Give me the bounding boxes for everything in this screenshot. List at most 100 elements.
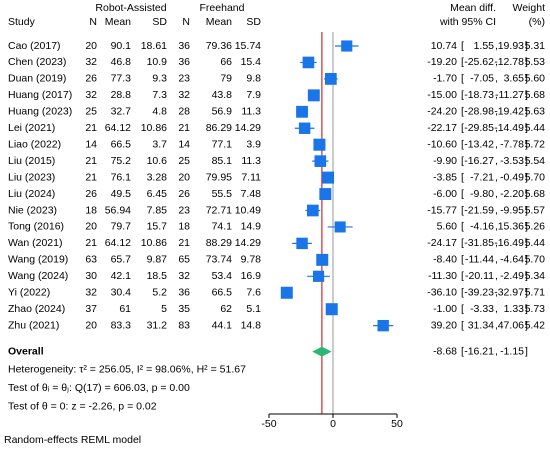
effect-marker	[280, 286, 293, 299]
bracket: ,	[495, 89, 498, 101]
robot-cell: 3.7	[152, 138, 167, 150]
column-header: N	[182, 16, 190, 28]
bracket: ,	[495, 221, 498, 233]
robot-cell: 42.1	[111, 270, 132, 282]
study-name: Huang (2017)	[8, 89, 72, 101]
robot-cell: 10.9	[147, 56, 168, 68]
bracket: ,	[495, 270, 498, 282]
study-name: Liu (2024)	[8, 188, 55, 200]
robot-cell: 18	[85, 204, 97, 216]
robot-cell: 3.28	[147, 171, 168, 183]
study-name: Liu (2023)	[8, 171, 55, 183]
robot-cell: 7.3	[152, 89, 167, 101]
robot-cell: 32	[85, 89, 97, 101]
robot-cell: 79.7	[111, 221, 132, 233]
bracket: ,	[495, 40, 498, 52]
freehand-cell: 83	[178, 319, 190, 331]
row-ci-low: -7.05	[470, 73, 494, 85]
bracket: ]	[525, 56, 528, 68]
weight: 5.60	[525, 73, 546, 85]
robot-cell: 10.6	[147, 155, 168, 167]
bracket: ]	[525, 270, 528, 282]
freehand-cell: 9.78	[241, 254, 262, 266]
row-md: -3.85	[433, 171, 457, 183]
row-ci-high: -4.64	[500, 254, 524, 266]
robot-cell: 10.86	[141, 122, 167, 134]
study-name: Wang (2019)	[8, 254, 68, 266]
bracket: ,	[495, 345, 498, 357]
robot-cell: 21	[85, 171, 97, 183]
effect-marker	[334, 221, 346, 233]
column-header: SD	[152, 16, 167, 28]
effect-marker	[298, 122, 311, 134]
column-header: SD	[246, 16, 261, 28]
freehand-cell: 74.1	[212, 221, 233, 233]
overall-ci-high: -1.15	[500, 345, 524, 357]
bracket: ]	[525, 106, 528, 118]
bracket: ]	[525, 303, 528, 315]
row-ci-low: -9.80	[470, 188, 494, 200]
robot-cell: 15.7	[147, 221, 168, 233]
freehand-cell: 21	[178, 122, 190, 134]
freehand-cell: 73.74	[206, 254, 232, 266]
robot-cell: 21	[85, 237, 97, 249]
bracket: ,	[495, 319, 498, 331]
bracket: ,	[495, 138, 498, 150]
robot-cell: 56.94	[105, 204, 131, 216]
effect-marker	[312, 270, 325, 282]
study-name: Duan (2019)	[8, 73, 66, 85]
freehand-cell: 79	[220, 73, 232, 85]
bracket: ,	[495, 204, 498, 216]
bracket: [	[461, 56, 464, 68]
bracket: [	[461, 106, 464, 118]
row-ci-high: 15.36	[498, 221, 524, 233]
bracket: ,	[495, 155, 498, 167]
freehand-cell: 14.8	[241, 319, 262, 331]
row-md: 5.60	[437, 221, 458, 233]
effect-marker	[316, 253, 329, 266]
row-ci-high: -16.49	[494, 237, 524, 249]
x-tick-label: 50	[391, 418, 403, 430]
freehand-cell: 65	[178, 254, 190, 266]
effect-marker	[314, 155, 327, 167]
weight: 5.63	[525, 106, 546, 118]
freehand-cell: 66	[220, 56, 232, 68]
row-ci-low: -31.85	[464, 237, 494, 249]
freehand-cell: 7.9	[246, 89, 261, 101]
bracket: ,	[495, 237, 498, 249]
effect-marker	[377, 319, 389, 332]
bracket: [	[461, 40, 464, 52]
freehand-cell: 85.1	[212, 155, 233, 167]
bracket: ,	[495, 303, 498, 315]
bracket: [	[461, 237, 464, 249]
row-ci-low: -25.62	[464, 56, 494, 68]
weight: 5.34	[525, 270, 546, 282]
freehand-cell: 32	[178, 270, 190, 282]
row-ci-low: 31.34	[468, 319, 494, 331]
freehand-cell: 15.4	[241, 56, 262, 68]
row-ci-low: -29.85	[464, 122, 494, 134]
freehand-cell: 32	[178, 89, 190, 101]
effect-header: Mean diff.	[450, 2, 496, 14]
bracket: ]	[525, 254, 528, 266]
row-ci-high: 1.33	[504, 303, 525, 315]
row-ci-low: -4.16	[470, 221, 494, 233]
bracket: [	[461, 254, 464, 266]
row-md: 39.20	[431, 319, 457, 331]
row-md: -10.60	[427, 138, 457, 150]
freehand-cell: 43.8	[212, 89, 233, 101]
freehand-cell: 16.9	[241, 270, 262, 282]
robot-cell: 49.5	[111, 188, 132, 200]
bracket: ]	[525, 89, 528, 101]
study-name: Zhao (2024)	[8, 303, 65, 315]
robot-cell: 28.8	[111, 89, 132, 101]
freehand-cell: 86.29	[206, 122, 232, 134]
freehand-cell: 72.71	[206, 204, 232, 216]
bracket: ]	[525, 122, 528, 134]
row-ci-high: 47.06	[498, 319, 524, 331]
effect-marker	[307, 89, 320, 102]
bracket: ]	[525, 237, 528, 249]
overall-ci-low: -16.21	[464, 345, 494, 357]
overall-md: -8.68	[433, 345, 457, 357]
freehand-cell: 14.29	[235, 237, 261, 249]
